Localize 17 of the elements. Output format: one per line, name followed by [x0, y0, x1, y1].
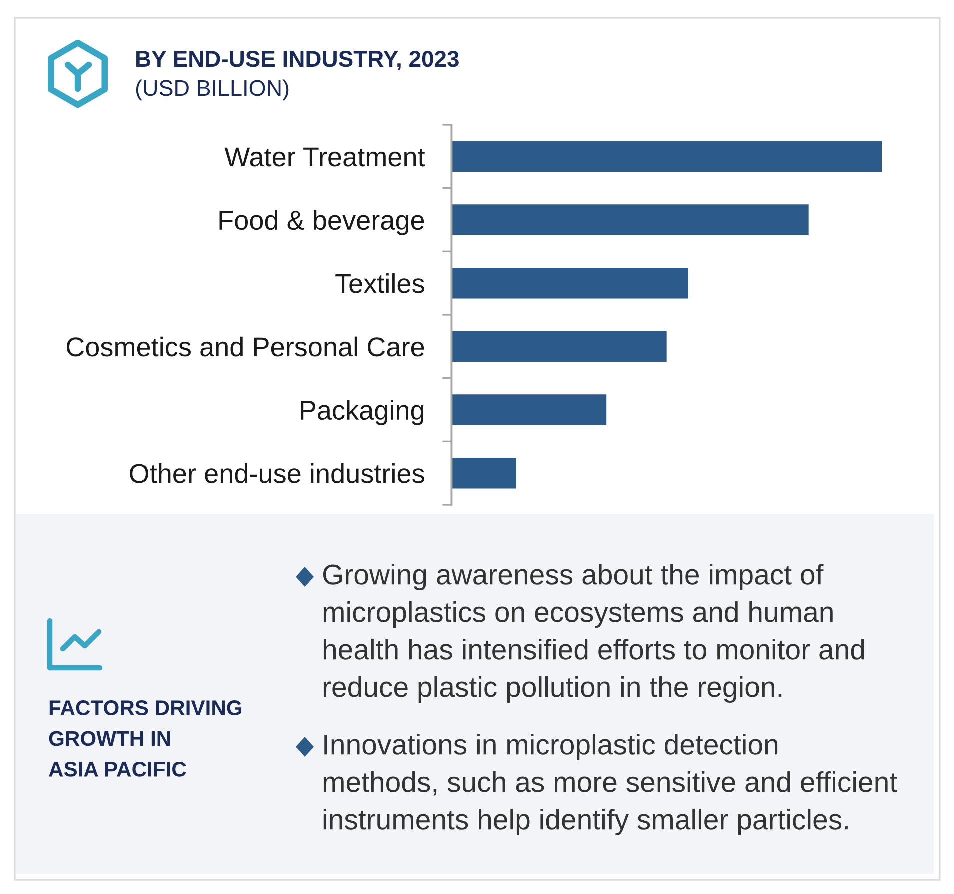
chart-title: BY END-USE INDUSTRY, 2023 [136, 51, 459, 71]
text: (USD BILLION) [136, 80, 289, 101]
y-tick-label: Water Treatment [224, 148, 426, 167]
y-tick-label: Food & beverage [220, 210, 424, 236]
y-tick-label: Textiles [336, 274, 424, 294]
text: FACTORS DRIVING GROWTH IN ASIA PACIFIC [49, 700, 242, 777]
bar [452, 394, 607, 426]
bar [452, 141, 882, 172]
y-tick-label: Other end-use industries [130, 464, 424, 484]
bar [452, 204, 809, 236]
bar [452, 268, 688, 299]
text: Growing awareness about the impact of microplastics on ecosystems and human health has intensified efforts to monitor and reduce plastic pollution in the region. [323, 564, 864, 703]
y-tick-label: Packaging [301, 400, 424, 426]
text: Innovations in microplastic detection methods, such as more sensitive and efficient instruments help identify smaller particles. [324, 734, 898, 836]
bar [452, 331, 667, 362]
bar [452, 458, 516, 489]
y-tick-label: Cosmetics and Personal Care [66, 336, 424, 357]
